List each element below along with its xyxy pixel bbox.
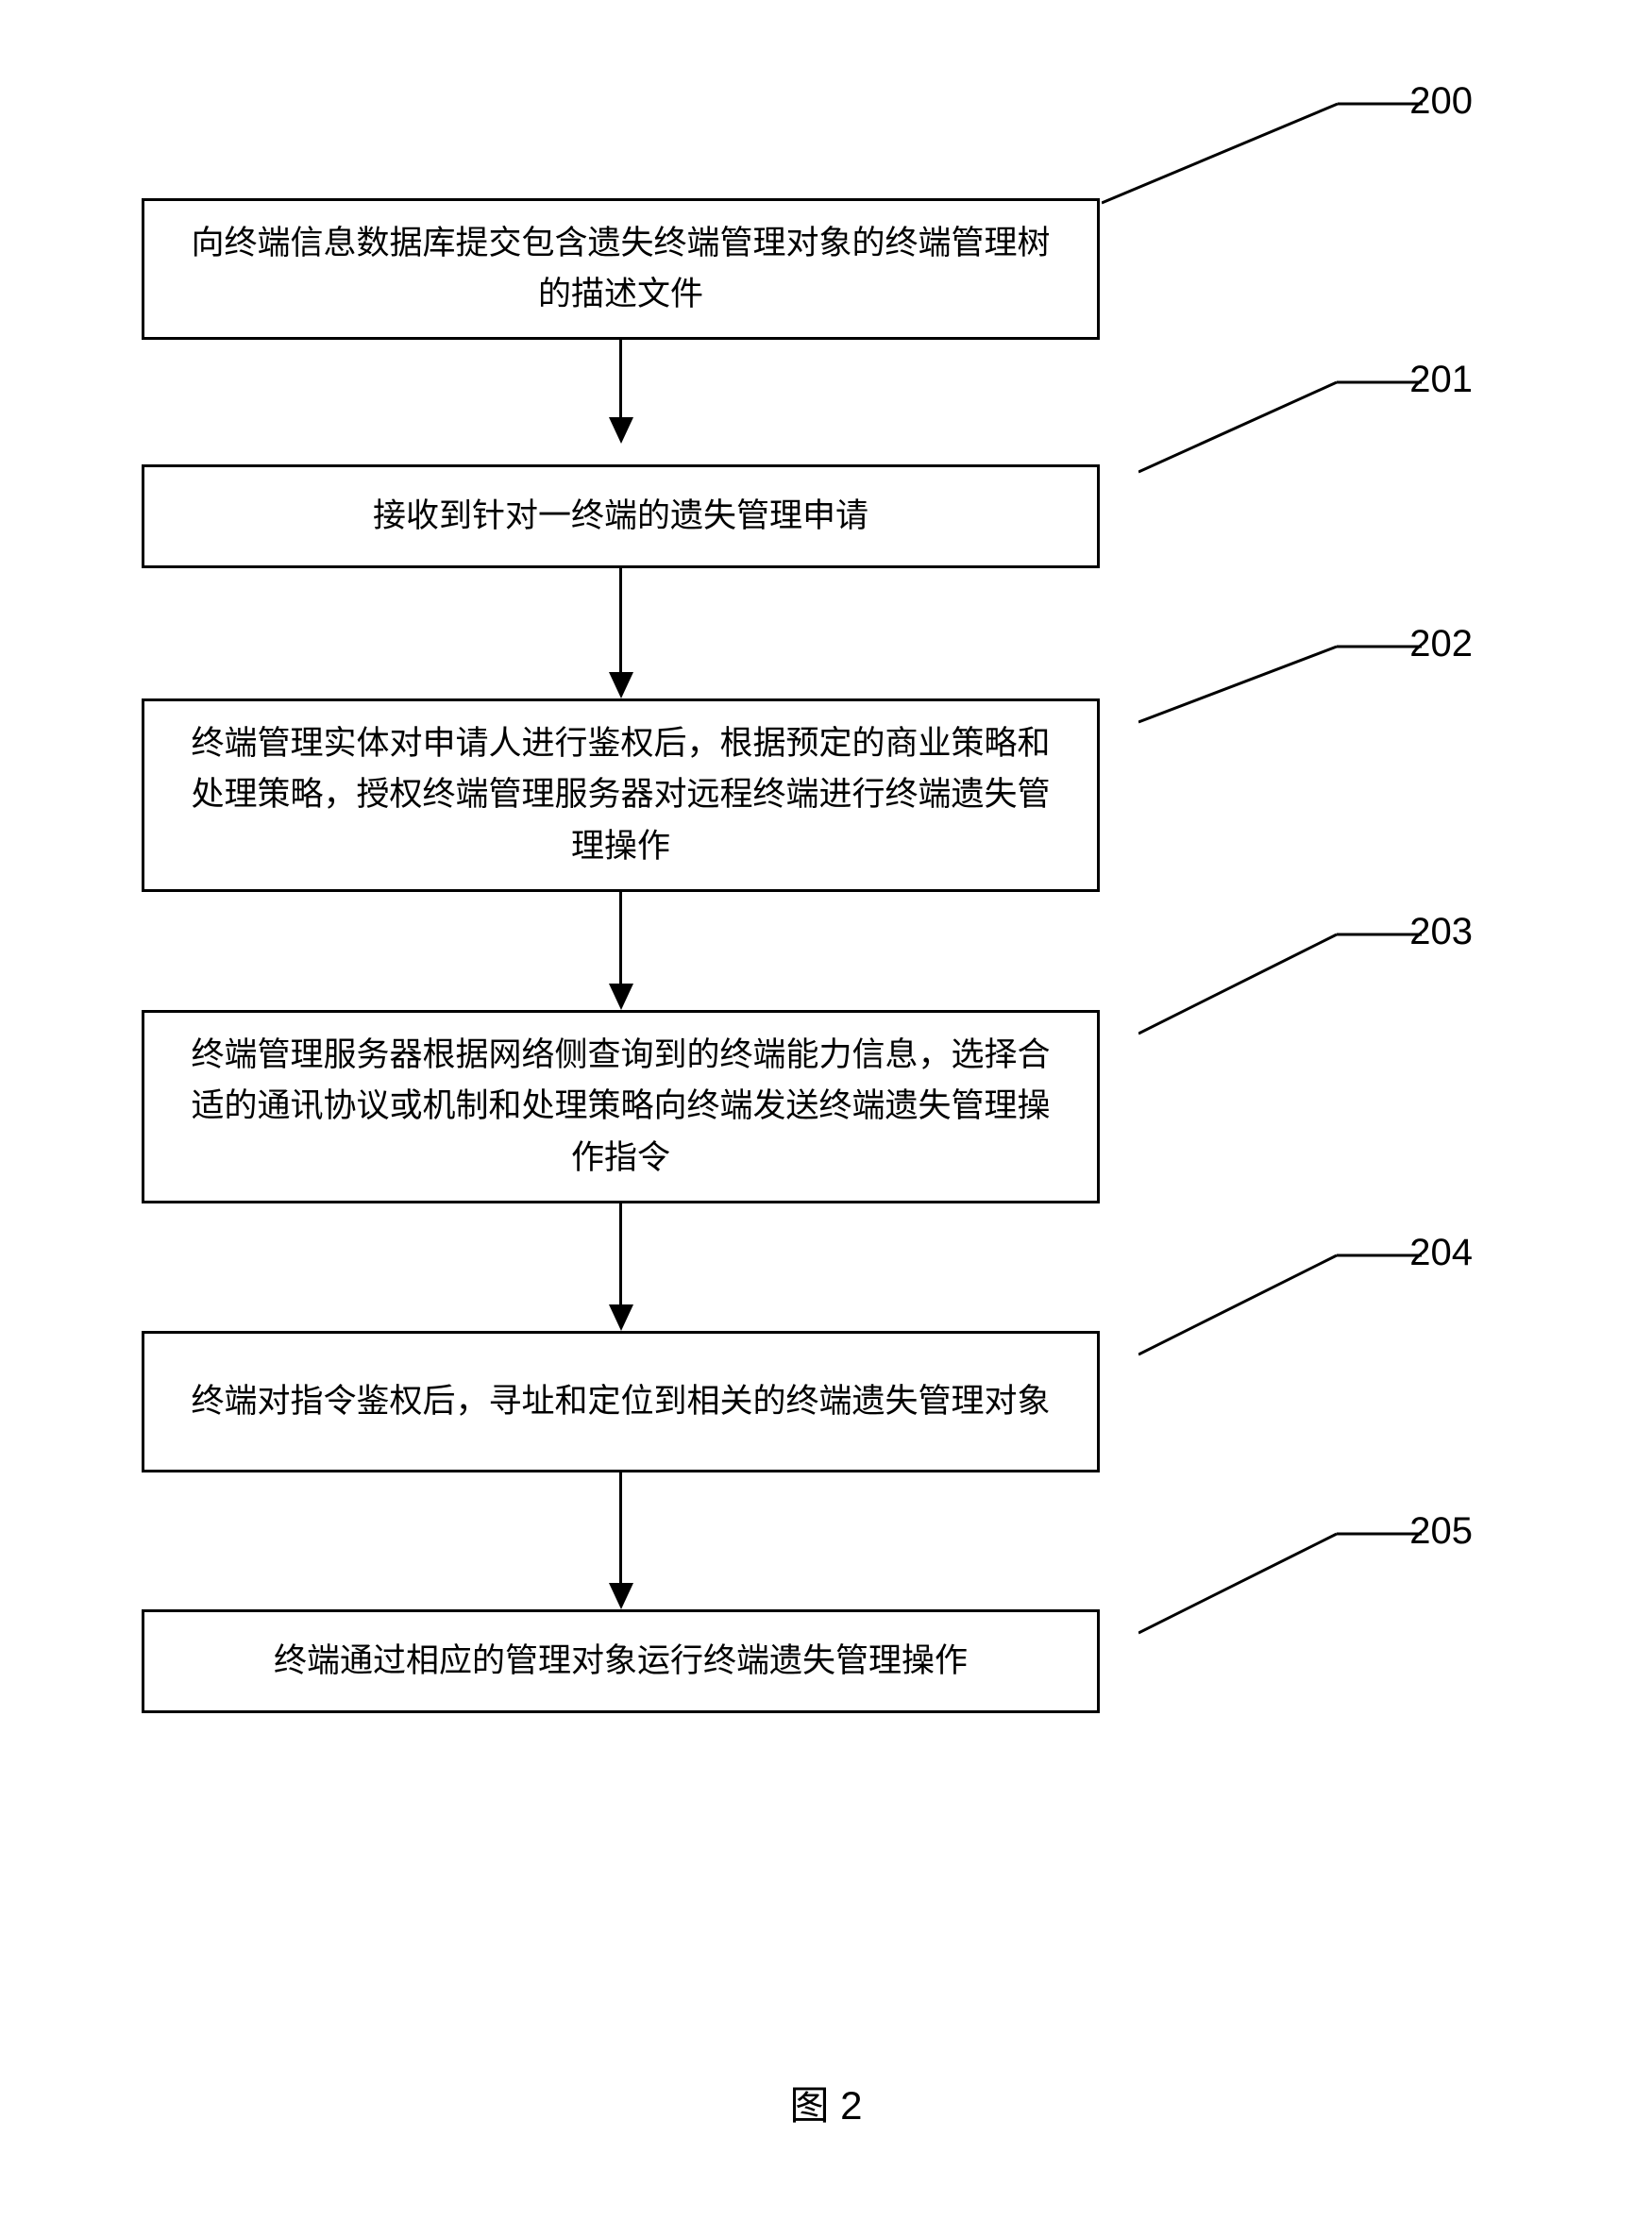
flow-text-204: 终端对指令鉴权后，寻址和定位到相关的终端遗失管理对象 (191, 1376, 1050, 1427)
arrow-203-204 (142, 1203, 1100, 1331)
connector-203 (1138, 916, 1431, 1038)
figure-caption: 图 2 (0, 2074, 1652, 2131)
flow-box-202: 终端管理实体对申请人进行鉴权后，根据预定的商业策略和处理策略，授权终端管理服务器… (142, 698, 1100, 892)
flow-box-204: 终端对指令鉴权后，寻址和定位到相关的终端遗失管理对象 (142, 1331, 1100, 1472)
flow-text-203: 终端管理服务器根据网络侧查询到的终端能力信息，选择合适的通讯协议或机制和处理策略… (187, 1030, 1054, 1184)
flow-box-200: 向终端信息数据库提交包含遗失终端管理对象的终端管理树的描述文件 (142, 198, 1100, 340)
flow-box-201: 接收到针对一终端的遗失管理申请 (142, 464, 1100, 568)
flow-box-203: 终端管理服务器根据网络侧查询到的终端能力信息，选择合适的通讯协议或机制和处理策略… (142, 1010, 1100, 1203)
connector-200 (1102, 85, 1432, 208)
connector-202 (1138, 628, 1431, 727)
flow-text-200: 向终端信息数据库提交包含遗失终端管理对象的终端管理树的描述文件 (187, 218, 1054, 321)
arrow-202-203 (142, 892, 1100, 1010)
connector-201 (1138, 363, 1431, 477)
flow-text-202: 终端管理实体对申请人进行鉴权后，根据预定的商业策略和处理策略，授权终端管理服务器… (187, 718, 1054, 872)
flow-text-201: 接收到针对一终端的遗失管理申请 (373, 491, 868, 542)
arrow-201-202 (142, 568, 1100, 698)
arrow-200-201 (142, 340, 1100, 444)
flow-text-205: 终端通过相应的管理对象运行终端遗失管理操作 (274, 1636, 968, 1687)
arrow-204-205 (142, 1472, 1100, 1609)
flow-box-205: 终端通过相应的管理对象运行终端遗失管理操作 (142, 1609, 1100, 1713)
connector-205 (1138, 1515, 1431, 1638)
connector-204 (1138, 1237, 1431, 1359)
